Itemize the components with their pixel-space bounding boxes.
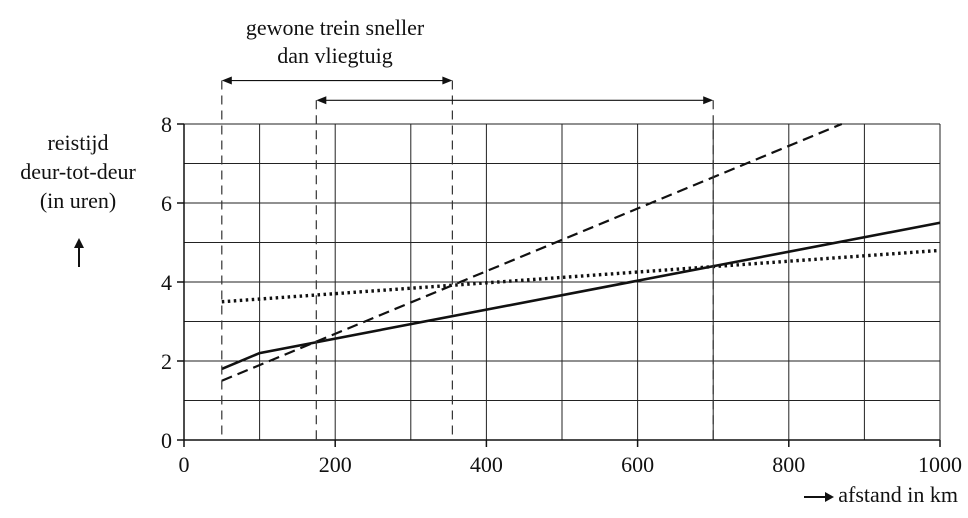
- x-axis-label-text: afstand in km: [838, 482, 958, 507]
- range-markers: [221, 76, 714, 440]
- y-tick-label: 8: [161, 112, 172, 137]
- x-tick-label: 1000: [918, 452, 962, 477]
- range-annotation: gewone trein sneller dan vliegtuig: [200, 14, 470, 70]
- y-tick-label: 0: [161, 428, 172, 453]
- x-axis-label: afstand in km: [804, 482, 958, 508]
- series-line-solid: [221, 221, 941, 371]
- axes: [177, 123, 941, 447]
- x-tick-label: 200: [319, 452, 352, 477]
- y-axis-label-line-3: (in uren): [39, 188, 117, 213]
- grid: [184, 123, 941, 440]
- y-axis-up-arrow-icon: [74, 238, 84, 267]
- y-tick-label: 4: [161, 270, 172, 295]
- range-arrow-right-head: [442, 76, 453, 85]
- y-tick-label: 6: [161, 191, 172, 216]
- series-line-dotted: [221, 248, 941, 304]
- y-axis-label: reistijd deur-tot-deur (in uren): [0, 128, 156, 215]
- annotation-line-2: dan vliegtuig: [277, 43, 393, 68]
- y-axis-label-line-1: reistijd: [47, 130, 109, 155]
- series-line-dashed: [221, 122, 843, 382]
- range-arrow-left-head: [221, 76, 232, 85]
- x-tick-label: 600: [621, 452, 654, 477]
- annotation-line-1: gewone trein sneller: [245, 15, 425, 40]
- x-axis-right-arrow-icon: [804, 491, 835, 502]
- series-lines: [221, 122, 941, 382]
- x-tick-label: 400: [470, 452, 503, 477]
- tick-labels: 0 200 400 600 800 1000 0 2 4 6 8: [161, 112, 962, 477]
- x-tick-label: 0: [179, 452, 190, 477]
- x-tick-label: 800: [772, 452, 805, 477]
- y-axis-label-line-2: deur-tot-deur: [20, 159, 136, 184]
- range-arrow-right-head: [703, 96, 714, 105]
- range-arrow-left-head: [316, 96, 327, 105]
- y-tick-label: 2: [161, 349, 172, 374]
